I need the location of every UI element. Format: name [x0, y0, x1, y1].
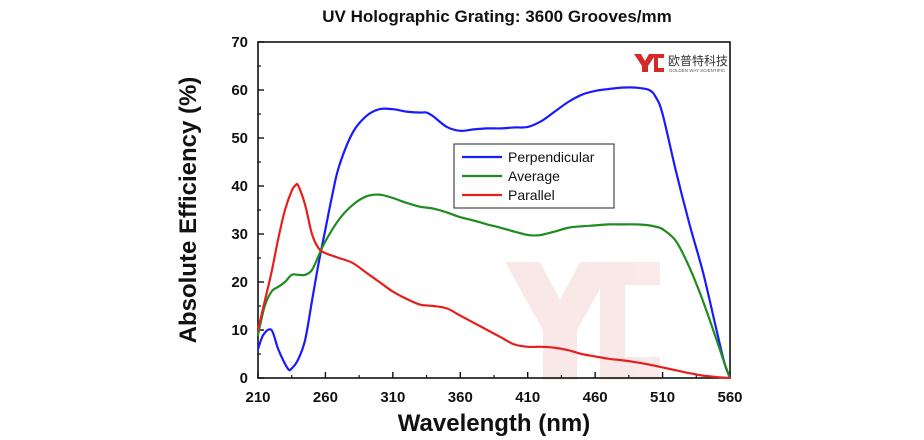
series-line-parallel	[256, 182, 732, 380]
x-tick-label: 310	[380, 389, 405, 406]
legend-label-average: Average	[508, 168, 560, 184]
y-tick-label: 10	[231, 322, 248, 339]
logo-bracket-icon	[654, 54, 664, 72]
y-tick-label: 50	[231, 130, 248, 147]
x-tick-label: 560	[717, 389, 742, 406]
chart-title: UV Holographic Grating: 3600 Grooves/mm	[322, 7, 672, 26]
y-axis-ticks: 0 10 20 30 40 50 60 70	[231, 34, 264, 387]
legend-label-parallel: Parallel	[508, 187, 555, 203]
legend-label-perpendicular: Perpendicular	[508, 149, 595, 165]
logo-english-text: GOLDEN WAY SCIENTIFIC	[669, 68, 726, 73]
x-axis-ticks: 210 260 310 360 410 460 510 560	[245, 372, 743, 406]
logo-chinese-text: 欧普特科技	[668, 53, 728, 68]
x-tick-label: 360	[448, 389, 473, 406]
x-tick-label: 210	[245, 389, 270, 406]
y-tick-label: 0	[240, 370, 248, 387]
y-tick-label: 70	[231, 34, 248, 51]
x-tick-label: 510	[650, 389, 675, 406]
watermark-logo	[505, 262, 660, 380]
series-line-perpendicular	[256, 86, 732, 380]
y-tick-label: 60	[231, 82, 248, 99]
x-tick-label: 260	[313, 389, 338, 406]
y-tick-label: 40	[231, 178, 248, 195]
y-axis-label: Absolute Efficiency (%)	[175, 77, 202, 344]
company-logo: 欧普特科技 GOLDEN WAY SCIENTIFIC	[634, 53, 728, 73]
legend: Perpendicular Average Parallel	[453, 143, 615, 209]
series-lines	[256, 86, 732, 380]
y-tick-label: 20	[231, 274, 248, 291]
x-tick-label: 410	[515, 389, 540, 406]
logo-mark-icon	[634, 54, 656, 72]
series-line-average	[256, 193, 732, 380]
x-tick-label: 460	[583, 389, 608, 406]
y-tick-label: 30	[231, 226, 248, 243]
x-axis-label: Wavelength (nm)	[398, 410, 590, 437]
